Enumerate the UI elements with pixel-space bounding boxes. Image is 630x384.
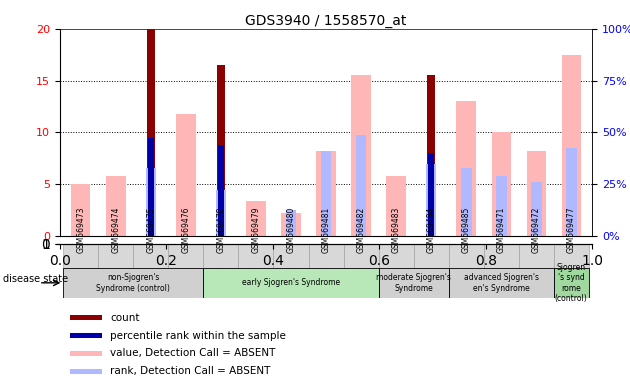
Bar: [352, 75, 370, 236]
Bar: [215, 190, 226, 236]
Text: GSM569477: GSM569477: [567, 207, 576, 253]
Text: GSM569484: GSM569484: [427, 207, 435, 253]
FancyBboxPatch shape: [518, 244, 554, 268]
FancyBboxPatch shape: [239, 244, 273, 268]
Bar: [427, 75, 435, 236]
Text: GSM569479: GSM569479: [251, 207, 260, 253]
Text: percentile rank within the sample: percentile rank within the sample: [110, 331, 286, 341]
Bar: [561, 55, 581, 236]
FancyBboxPatch shape: [134, 244, 168, 268]
Bar: [426, 164, 437, 236]
FancyBboxPatch shape: [64, 268, 203, 298]
Text: GSM569485: GSM569485: [462, 207, 471, 253]
Text: rank, Detection Call = ABSENT: rank, Detection Call = ABSENT: [110, 366, 271, 376]
Text: GSM569481: GSM569481: [321, 207, 331, 253]
Bar: [496, 176, 507, 236]
Bar: [386, 176, 406, 236]
Text: GSM569480: GSM569480: [287, 207, 295, 253]
Bar: [491, 132, 511, 236]
FancyBboxPatch shape: [71, 351, 103, 356]
Bar: [218, 145, 224, 236]
Text: GSM569475: GSM569475: [146, 207, 156, 253]
FancyBboxPatch shape: [554, 244, 588, 268]
FancyBboxPatch shape: [449, 268, 554, 298]
FancyBboxPatch shape: [554, 268, 588, 298]
Text: GSM569471: GSM569471: [496, 207, 506, 253]
FancyBboxPatch shape: [343, 244, 379, 268]
Text: GSM569474: GSM569474: [112, 207, 120, 253]
FancyBboxPatch shape: [449, 244, 484, 268]
Title: GDS3940 / 1558570_at: GDS3940 / 1558570_at: [245, 14, 407, 28]
Text: Sjogren
's synd
rome
(control): Sjogren 's synd rome (control): [555, 263, 588, 303]
Text: GSM569476: GSM569476: [181, 207, 190, 253]
FancyBboxPatch shape: [64, 244, 98, 268]
Text: disease state: disease state: [3, 274, 68, 284]
Bar: [246, 201, 266, 236]
Bar: [316, 151, 336, 236]
Text: moderate Sjogren's
Syndrome: moderate Sjogren's Syndrome: [376, 273, 451, 293]
Text: non-Sjogren's
Syndrome (control): non-Sjogren's Syndrome (control): [96, 273, 170, 293]
Text: GSM569483: GSM569483: [392, 207, 401, 253]
FancyBboxPatch shape: [98, 244, 134, 268]
FancyBboxPatch shape: [273, 244, 309, 268]
FancyBboxPatch shape: [71, 316, 103, 320]
Bar: [148, 138, 154, 236]
FancyBboxPatch shape: [379, 268, 449, 298]
Bar: [527, 151, 546, 236]
FancyBboxPatch shape: [168, 244, 203, 268]
Text: GSM569473: GSM569473: [76, 207, 85, 253]
Text: advanced Sjogren's
en's Syndrome: advanced Sjogren's en's Syndrome: [464, 273, 539, 293]
Text: value, Detection Call = ABSENT: value, Detection Call = ABSENT: [110, 348, 276, 358]
Bar: [285, 210, 296, 236]
FancyBboxPatch shape: [484, 244, 518, 268]
Bar: [321, 151, 331, 236]
Bar: [217, 65, 225, 236]
Bar: [147, 29, 155, 236]
FancyBboxPatch shape: [413, 244, 449, 268]
Bar: [566, 148, 576, 236]
Bar: [106, 176, 125, 236]
FancyBboxPatch shape: [71, 369, 103, 374]
Bar: [530, 182, 542, 236]
Bar: [176, 114, 195, 236]
Text: GSM569482: GSM569482: [357, 207, 365, 253]
FancyBboxPatch shape: [71, 333, 103, 338]
Bar: [461, 168, 471, 236]
FancyBboxPatch shape: [309, 244, 343, 268]
Bar: [428, 153, 434, 236]
Text: GSM569472: GSM569472: [532, 207, 541, 253]
Text: count: count: [110, 313, 140, 323]
Text: early Sjogren's Syndrome: early Sjogren's Syndrome: [242, 278, 340, 287]
Text: GSM569478: GSM569478: [217, 207, 226, 253]
Bar: [356, 134, 367, 236]
FancyBboxPatch shape: [203, 244, 239, 268]
Bar: [146, 168, 156, 236]
Bar: [282, 214, 301, 236]
Bar: [457, 101, 476, 236]
FancyBboxPatch shape: [379, 244, 413, 268]
FancyBboxPatch shape: [203, 268, 379, 298]
Bar: [71, 184, 91, 236]
